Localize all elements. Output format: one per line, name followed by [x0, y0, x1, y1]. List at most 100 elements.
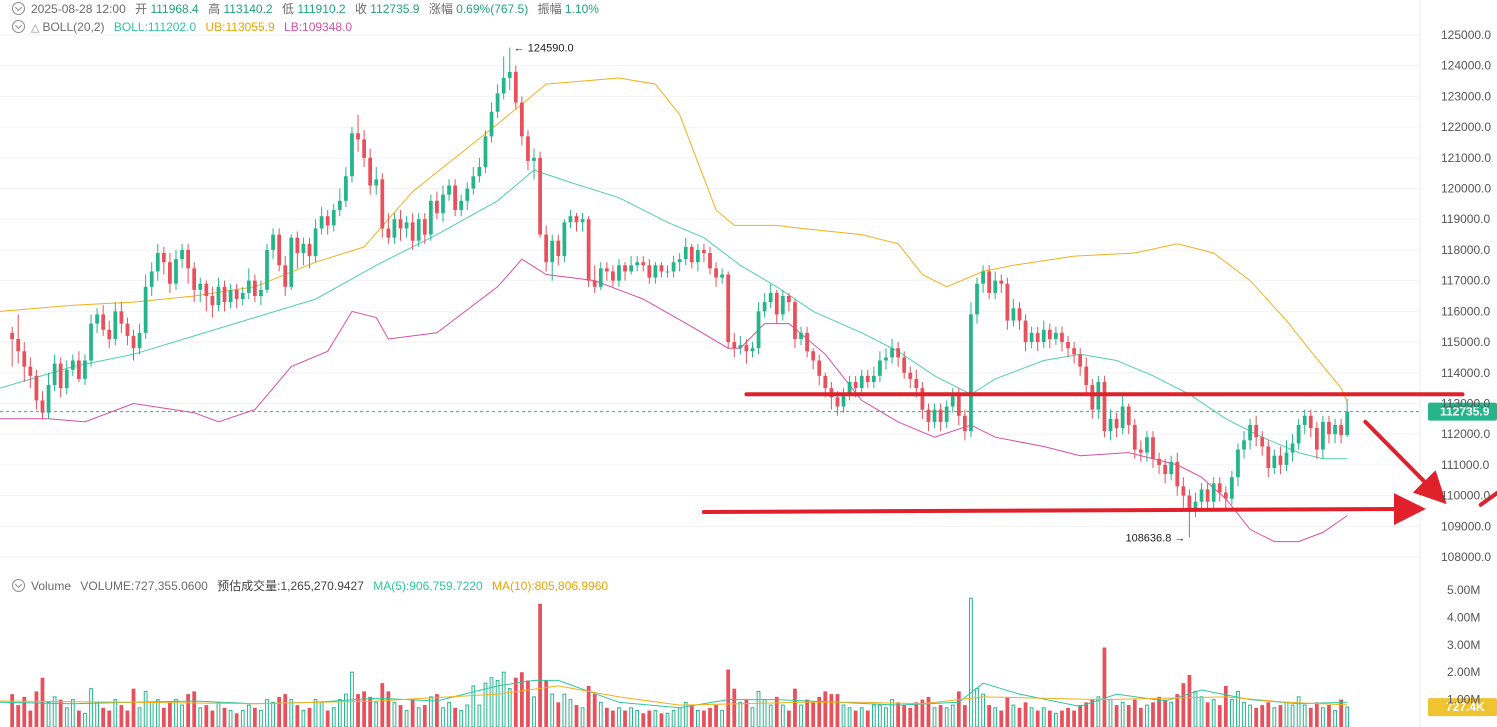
candle-body [1272, 455, 1277, 468]
volume-bar [1205, 702, 1210, 727]
candle-body [1302, 415, 1307, 425]
candle-body [125, 323, 130, 336]
candle-body [1102, 381, 1107, 432]
volume-bar [1163, 699, 1168, 727]
volume-bar [113, 699, 118, 727]
volume-bar [228, 710, 233, 727]
volume-bar [337, 699, 342, 727]
volume-bar [95, 701, 99, 727]
candle-body [404, 222, 409, 229]
candle-body [1011, 308, 1016, 321]
volume-label[interactable]: Volume [31, 579, 72, 593]
candle-body [665, 271, 670, 273]
price-tick-label: 111000.0 [1441, 458, 1490, 472]
low-annotation: 108636.8 → [1125, 532, 1185, 544]
boll-label[interactable]: BOLL(20,2) [42, 20, 105, 34]
candle-body [762, 302, 767, 312]
volume-bar [204, 705, 209, 727]
volume-bar [878, 704, 882, 727]
volume-bar [10, 694, 15, 727]
candle-body [1163, 464, 1168, 475]
candle-body [744, 345, 749, 352]
price-tick-label: 124000.0 [1441, 59, 1491, 73]
volume-tick-label: 3.00M [1447, 638, 1480, 652]
volume-bar [604, 707, 609, 727]
candle-body [538, 157, 542, 235]
toggle-visibility-icon[interactable] [12, 2, 25, 15]
toggle-volume-icon[interactable] [12, 579, 25, 592]
toggle-boll-icon[interactable] [12, 20, 25, 33]
price-tick-label: 119000.0 [1441, 212, 1490, 226]
candle-body [416, 219, 421, 241]
candle-body [1060, 332, 1064, 343]
candle-body [16, 338, 21, 352]
candle-body [604, 268, 609, 272]
candle-body [817, 360, 822, 376]
volume-bar [793, 688, 797, 727]
candle-body [410, 222, 415, 241]
candle-body [319, 216, 324, 229]
price-tick-label: 123000.0 [1441, 89, 1491, 103]
volume-bar [277, 696, 282, 727]
volume-bar [34, 691, 39, 727]
volume-bar [1084, 702, 1089, 727]
volume-bar [871, 704, 876, 727]
volume-bar [526, 680, 530, 727]
candle-body [683, 246, 688, 260]
volume-bar [356, 694, 360, 727]
candle-body [702, 249, 706, 254]
volume-value: VOLUME:727,355.0600 [80, 579, 208, 593]
candle-body [1157, 458, 1161, 465]
volume-bar [1132, 699, 1137, 727]
price-tick-label: 110000.0 [1441, 489, 1490, 503]
volume-bar [914, 702, 919, 727]
price-tick-label: 120000.0 [1441, 182, 1491, 196]
candle-body [756, 311, 761, 349]
volume-bar [459, 710, 464, 727]
volume-bar [137, 707, 142, 727]
candle-body [878, 360, 882, 376]
volume-bar [695, 710, 700, 727]
volume-bar [107, 710, 112, 727]
candle-body [34, 375, 39, 401]
candle-body [1151, 437, 1155, 459]
low-label: 低 [281, 2, 294, 16]
volume-bar [762, 699, 767, 727]
volume-bar [1266, 702, 1271, 727]
candle-body [823, 375, 828, 389]
candle-body [871, 375, 876, 382]
candle-body [131, 335, 136, 349]
volume-bar [374, 701, 379, 727]
candle-body [981, 271, 985, 284]
volume-bar [234, 713, 239, 727]
header-datetime: 2025-08-28 12:00 [31, 2, 126, 16]
volume-bar [471, 685, 476, 727]
candle-body [544, 234, 549, 263]
candle-body [77, 360, 81, 379]
volume-bar [125, 710, 130, 727]
volume-bar [920, 699, 925, 727]
volume-tick-label: 1.00M [1447, 693, 1480, 707]
volume-bar [647, 710, 652, 727]
volume-bar [835, 694, 840, 727]
close-label: 收 [354, 2, 367, 16]
high-label: 高 [208, 2, 221, 16]
candle-body [252, 280, 257, 296]
boll-upper-band [0, 77, 1348, 403]
candle-body [356, 133, 360, 140]
volume-bar [556, 702, 561, 727]
candle-body [489, 111, 494, 137]
volume-bar [538, 603, 542, 727]
ohlc-header: 2025-08-28 12:00 开 111968.4 高 113140.2 低… [12, 2, 599, 16]
price-tick-label: 109000.0 [1441, 519, 1491, 533]
volume-bar [313, 699, 318, 727]
bollinger-bands [0, 77, 1348, 543]
candle-body [113, 311, 118, 339]
alert-bell-icon[interactable]: △ [31, 22, 40, 34]
volume-bar [623, 710, 627, 727]
volume-bar [987, 705, 992, 727]
volume-bar [1078, 705, 1083, 727]
price-tick-label: 108000.0 [1441, 550, 1491, 564]
candle-body [859, 375, 864, 389]
